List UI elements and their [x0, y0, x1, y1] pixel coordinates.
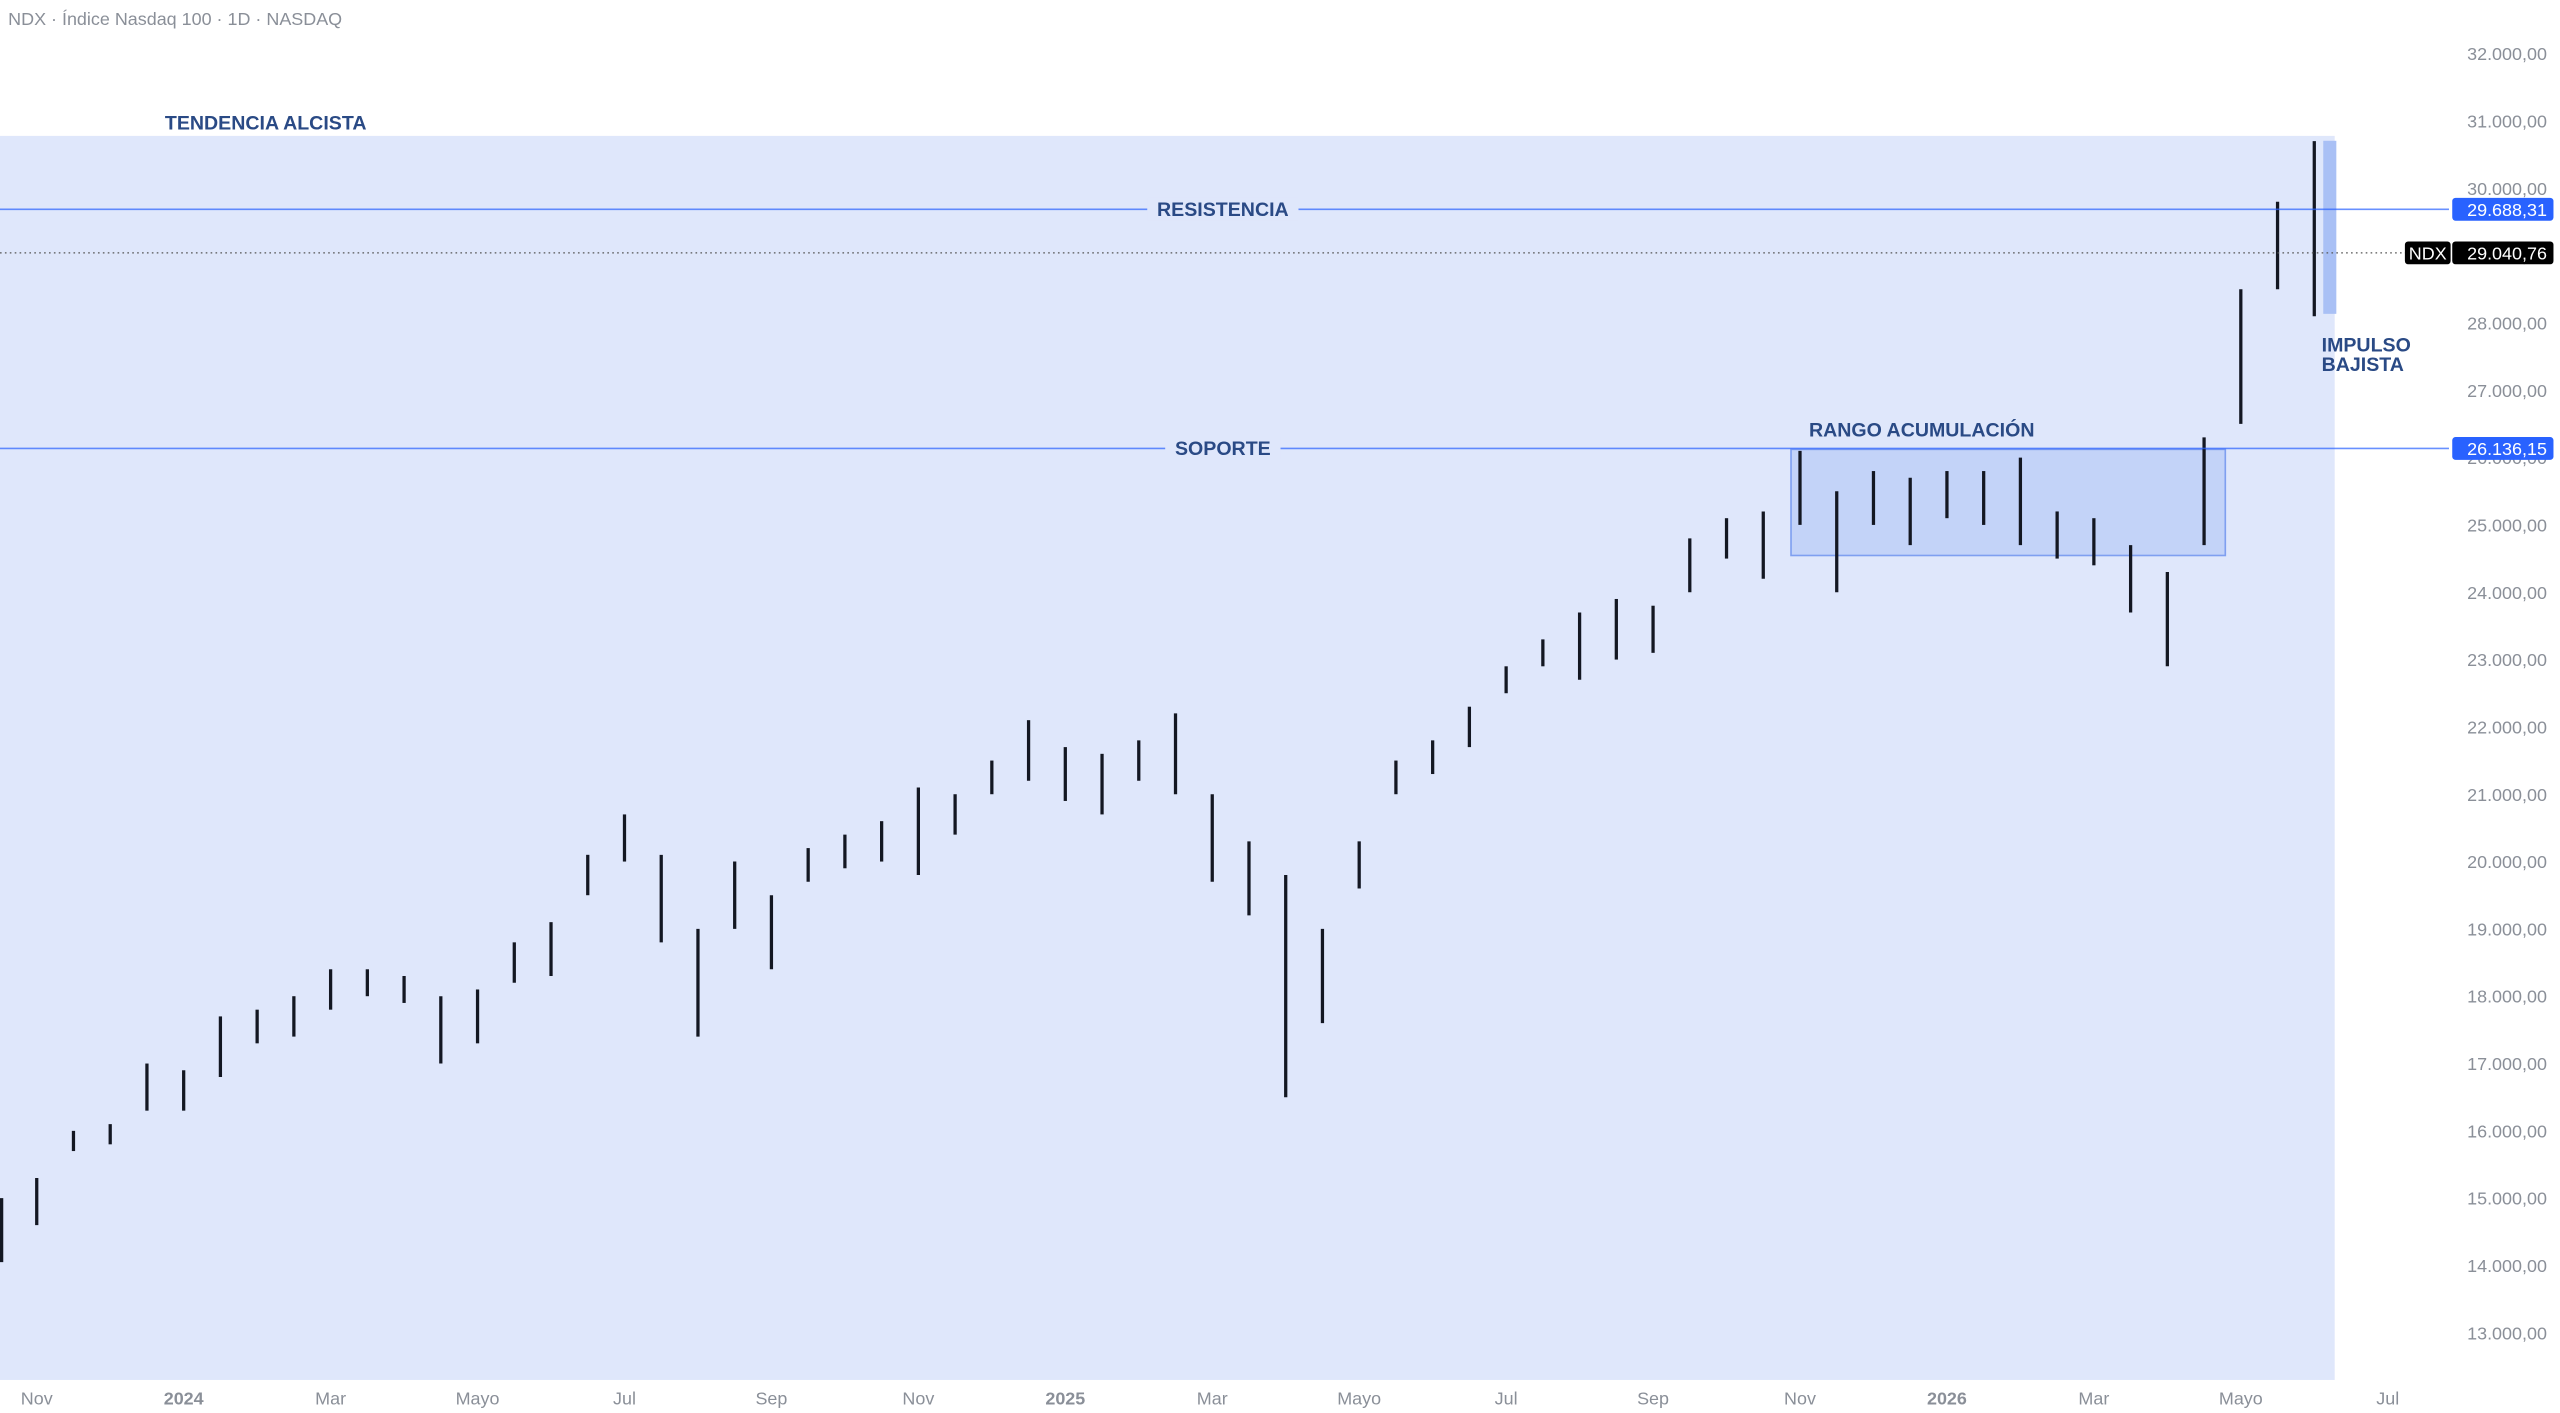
y-tick-label: 23.000,00 — [2467, 650, 2547, 670]
annotation: IMPULSO — [2322, 334, 2411, 356]
y-tick-label: 19.000,00 — [2467, 919, 2547, 939]
range-zone — [1790, 448, 2227, 557]
annotation: TENDENCIA ALCISTA — [165, 112, 367, 134]
y-tick-label: 13.000,00 — [2467, 1323, 2547, 1343]
level-name-bg — [1165, 436, 1281, 460]
y-tick-label: 20.000,00 — [2467, 852, 2547, 872]
impulse-zone — [2323, 140, 2337, 314]
y-tick-label: 24.000,00 — [2467, 583, 2547, 603]
symbol-tag — [2404, 241, 2451, 265]
y-tick-label: 32.000,00 — [2467, 44, 2547, 64]
y-tick-label: 21.000,00 — [2467, 785, 2547, 805]
level-name: RESISTENCIA — [1157, 199, 1289, 221]
x-tick-label: Nov — [1784, 1388, 1816, 1408]
x-tick-label: 2026 — [1927, 1388, 1967, 1408]
x-tick-label: Mar — [315, 1388, 346, 1408]
x-tick-label: Nov — [902, 1388, 934, 1408]
x-tick-label: Mayo — [1337, 1388, 1381, 1408]
price-tag — [2452, 197, 2554, 221]
x-tick-label: Sep — [1637, 1388, 1669, 1408]
x-tick-label: Mar — [1197, 1388, 1228, 1408]
chart-title: NDX · Índice Nasdaq 100 · 1D · NASDAQ — [8, 9, 342, 29]
y-tick-label: 30.000,00 — [2467, 179, 2547, 199]
x-tick-label: Mayo — [2219, 1388, 2263, 1408]
symbol-tag-label: NDX — [2409, 243, 2447, 263]
price-tag — [2452, 241, 2554, 265]
y-tick-label: 25.000,00 — [2467, 515, 2547, 535]
x-tick-label: Jul — [1495, 1388, 1518, 1408]
annotation: BAJISTA — [2322, 354, 2404, 376]
level-name: SOPORTE — [1175, 438, 1271, 460]
level-name-bg — [1147, 197, 1299, 221]
x-tick-label: 2024 — [164, 1388, 204, 1408]
x-tick-label: Nov — [21, 1388, 53, 1408]
y-tick-label: 17.000,00 — [2467, 1054, 2547, 1074]
annotation: RANGO ACUMULACIÓN — [1809, 417, 2035, 441]
price-tag-label: 26.136,15 — [2467, 439, 2547, 459]
y-tick-label: 31.000,00 — [2467, 111, 2547, 131]
x-tick-label: Sep — [755, 1388, 787, 1408]
price-tag-label: 29.688,31 — [2467, 200, 2547, 220]
y-tick-label: 16.000,00 — [2467, 1121, 2547, 1141]
trend-zone — [0, 135, 2335, 1380]
price-tag-label: 29.040,76 — [2467, 243, 2547, 263]
y-tick-label: 28.000,00 — [2467, 313, 2547, 333]
price-tag — [2452, 436, 2554, 460]
x-tick-label: Jul — [613, 1388, 636, 1408]
y-tick-label: 22.000,00 — [2467, 717, 2547, 737]
x-tick-label: Jul — [2376, 1388, 2399, 1408]
y-tick-label: 15.000,00 — [2467, 1189, 2547, 1209]
x-tick-label: 2025 — [1045, 1388, 1085, 1408]
x-tick-label: Mar — [2078, 1388, 2109, 1408]
y-tick-label: 18.000,00 — [2467, 987, 2547, 1007]
y-tick-label: 27.000,00 — [2467, 381, 2547, 401]
y-tick-label: 14.000,00 — [2467, 1256, 2547, 1276]
x-tick-label: Mayo — [456, 1388, 500, 1408]
